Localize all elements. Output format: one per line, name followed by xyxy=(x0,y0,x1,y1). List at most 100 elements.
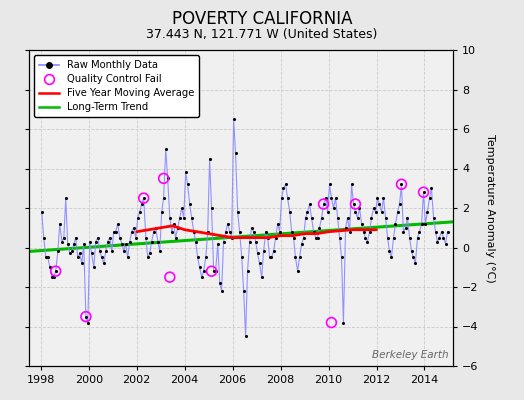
Point xyxy=(190,228,198,235)
Point xyxy=(43,254,52,260)
Point xyxy=(423,209,432,215)
Point xyxy=(389,234,398,241)
Point xyxy=(178,205,186,211)
Point xyxy=(61,195,70,201)
Point xyxy=(427,185,435,192)
Point xyxy=(82,314,90,320)
Point xyxy=(106,234,114,241)
Point xyxy=(119,248,128,255)
Point xyxy=(401,224,410,231)
Point xyxy=(438,228,446,235)
Point xyxy=(203,228,212,235)
Point xyxy=(265,254,274,260)
Point xyxy=(80,240,88,247)
Point xyxy=(395,201,403,207)
Point xyxy=(288,228,296,235)
Point xyxy=(215,280,224,286)
Point xyxy=(41,254,50,260)
Point xyxy=(259,248,268,255)
Point xyxy=(415,228,423,235)
Point xyxy=(78,260,86,266)
Point xyxy=(261,228,270,235)
Point xyxy=(298,240,306,247)
Point xyxy=(158,209,166,215)
Point xyxy=(308,215,316,221)
Point xyxy=(171,234,180,241)
Point xyxy=(183,181,192,188)
Point xyxy=(50,274,58,280)
Point xyxy=(198,274,206,280)
Point xyxy=(82,314,90,320)
Point xyxy=(135,209,144,215)
Point xyxy=(97,254,106,260)
Point xyxy=(115,234,124,241)
Point xyxy=(385,248,394,255)
Point xyxy=(185,201,194,207)
Point xyxy=(394,209,402,215)
Point xyxy=(227,234,236,241)
Point xyxy=(124,254,132,260)
Point xyxy=(255,260,264,266)
Point xyxy=(126,238,134,245)
Point xyxy=(230,116,238,122)
Point xyxy=(53,248,62,255)
Point xyxy=(406,234,414,241)
Point xyxy=(337,254,346,260)
Point xyxy=(159,175,168,182)
Point xyxy=(134,215,142,221)
Point xyxy=(421,221,430,227)
Point xyxy=(435,234,443,241)
Point xyxy=(147,238,156,245)
Point xyxy=(429,215,438,221)
Point xyxy=(419,189,428,195)
Point xyxy=(387,254,396,260)
Point xyxy=(72,234,80,241)
Point xyxy=(231,150,239,156)
Point xyxy=(363,238,372,245)
Point xyxy=(166,274,174,280)
Point xyxy=(66,250,74,257)
Point xyxy=(397,181,406,188)
Point xyxy=(51,268,60,274)
Point xyxy=(339,319,347,326)
Point xyxy=(225,228,234,235)
Point xyxy=(274,221,282,227)
Point xyxy=(156,248,164,255)
Point xyxy=(129,224,138,231)
Point xyxy=(169,221,178,227)
Point xyxy=(242,333,250,340)
Point xyxy=(85,238,94,245)
Point xyxy=(373,195,381,201)
Point xyxy=(439,234,447,241)
Point xyxy=(138,201,146,207)
Point xyxy=(210,268,218,274)
Point xyxy=(249,228,258,235)
Point xyxy=(277,195,286,201)
Point xyxy=(264,234,272,241)
Point xyxy=(441,240,450,247)
Point xyxy=(411,260,420,266)
Point xyxy=(211,268,220,274)
Point xyxy=(193,254,202,260)
Point xyxy=(154,238,162,245)
Point xyxy=(95,248,104,255)
Point xyxy=(104,238,112,245)
Point xyxy=(92,238,100,245)
Point xyxy=(343,215,352,221)
Point xyxy=(313,234,322,241)
Point xyxy=(425,195,434,201)
Point xyxy=(345,228,354,235)
Point xyxy=(94,234,102,241)
Point xyxy=(311,234,320,241)
Point xyxy=(139,195,148,201)
Point xyxy=(254,250,262,257)
Text: POVERTY CALIFORNIA: POVERTY CALIFORNIA xyxy=(172,10,352,28)
Point xyxy=(271,234,280,241)
Point xyxy=(166,215,174,221)
Point xyxy=(220,238,228,245)
Point xyxy=(51,268,60,274)
Point xyxy=(144,254,152,260)
Legend: Raw Monthly Data, Quality Control Fail, Five Year Moving Average, Long-Term Tren: Raw Monthly Data, Quality Control Fail, … xyxy=(34,55,199,117)
Point xyxy=(372,209,380,215)
Point xyxy=(202,254,210,260)
